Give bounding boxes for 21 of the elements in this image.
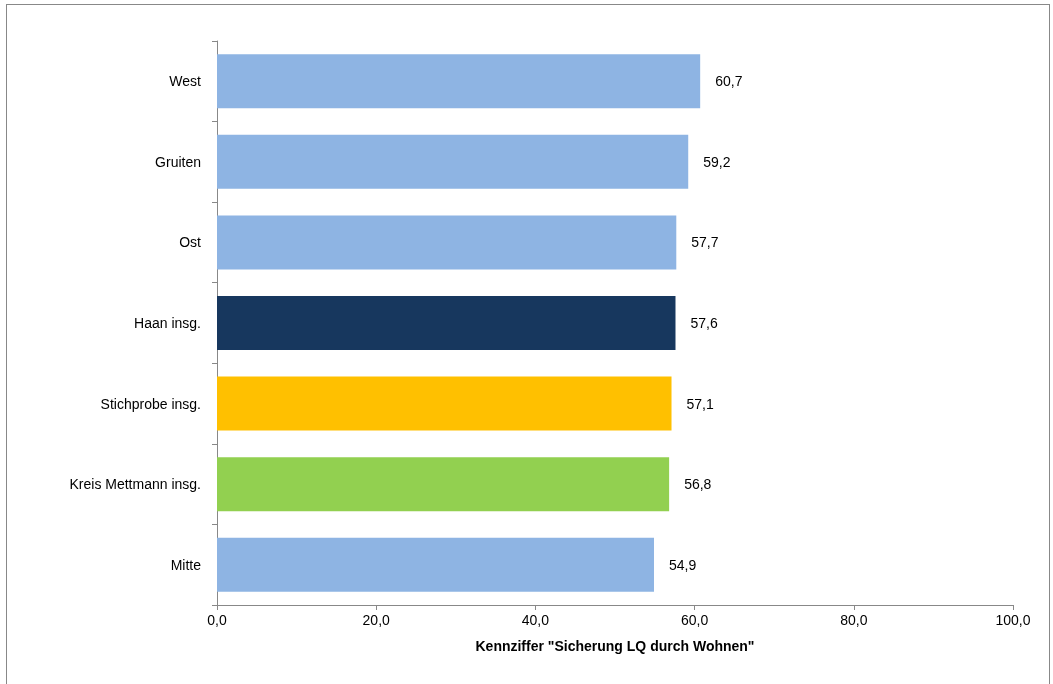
data-label: 57,7 — [691, 234, 719, 251]
x-tick-label: 20,0 — [362, 612, 391, 628]
y-tick-label: Stichprobe insg. — [100, 395, 201, 412]
data-label: 60,7 — [715, 73, 743, 90]
x-tick-label: 80,0 — [840, 612, 868, 628]
y-tick-label: Gruiten — [155, 153, 201, 170]
y-tick-label: Haan insg. — [134, 315, 201, 331]
y-tick-label: Kreis Mettmann insg. — [69, 476, 201, 493]
data-label: 54,9 — [669, 556, 697, 573]
y-tick-label: Ost — [179, 234, 202, 251]
x-tick-label: 0,0 — [207, 612, 227, 628]
data-label: 59,2 — [703, 153, 731, 170]
y-tick-label: West — [169, 73, 202, 90]
y-tick-label: Mitte — [170, 556, 202, 573]
data-label: 56,8 — [684, 476, 712, 493]
x-tick-label: 100,0 — [995, 612, 1031, 628]
x-tick-label: 40,0 — [521, 612, 550, 628]
x-tick-label: 60,0 — [680, 612, 709, 628]
data-label: 57,6 — [690, 315, 718, 331]
data-label: 57,1 — [686, 395, 714, 412]
x-axis-title: Kennziffer "Sicherung LQ durch Wohnen" — [475, 638, 755, 654]
